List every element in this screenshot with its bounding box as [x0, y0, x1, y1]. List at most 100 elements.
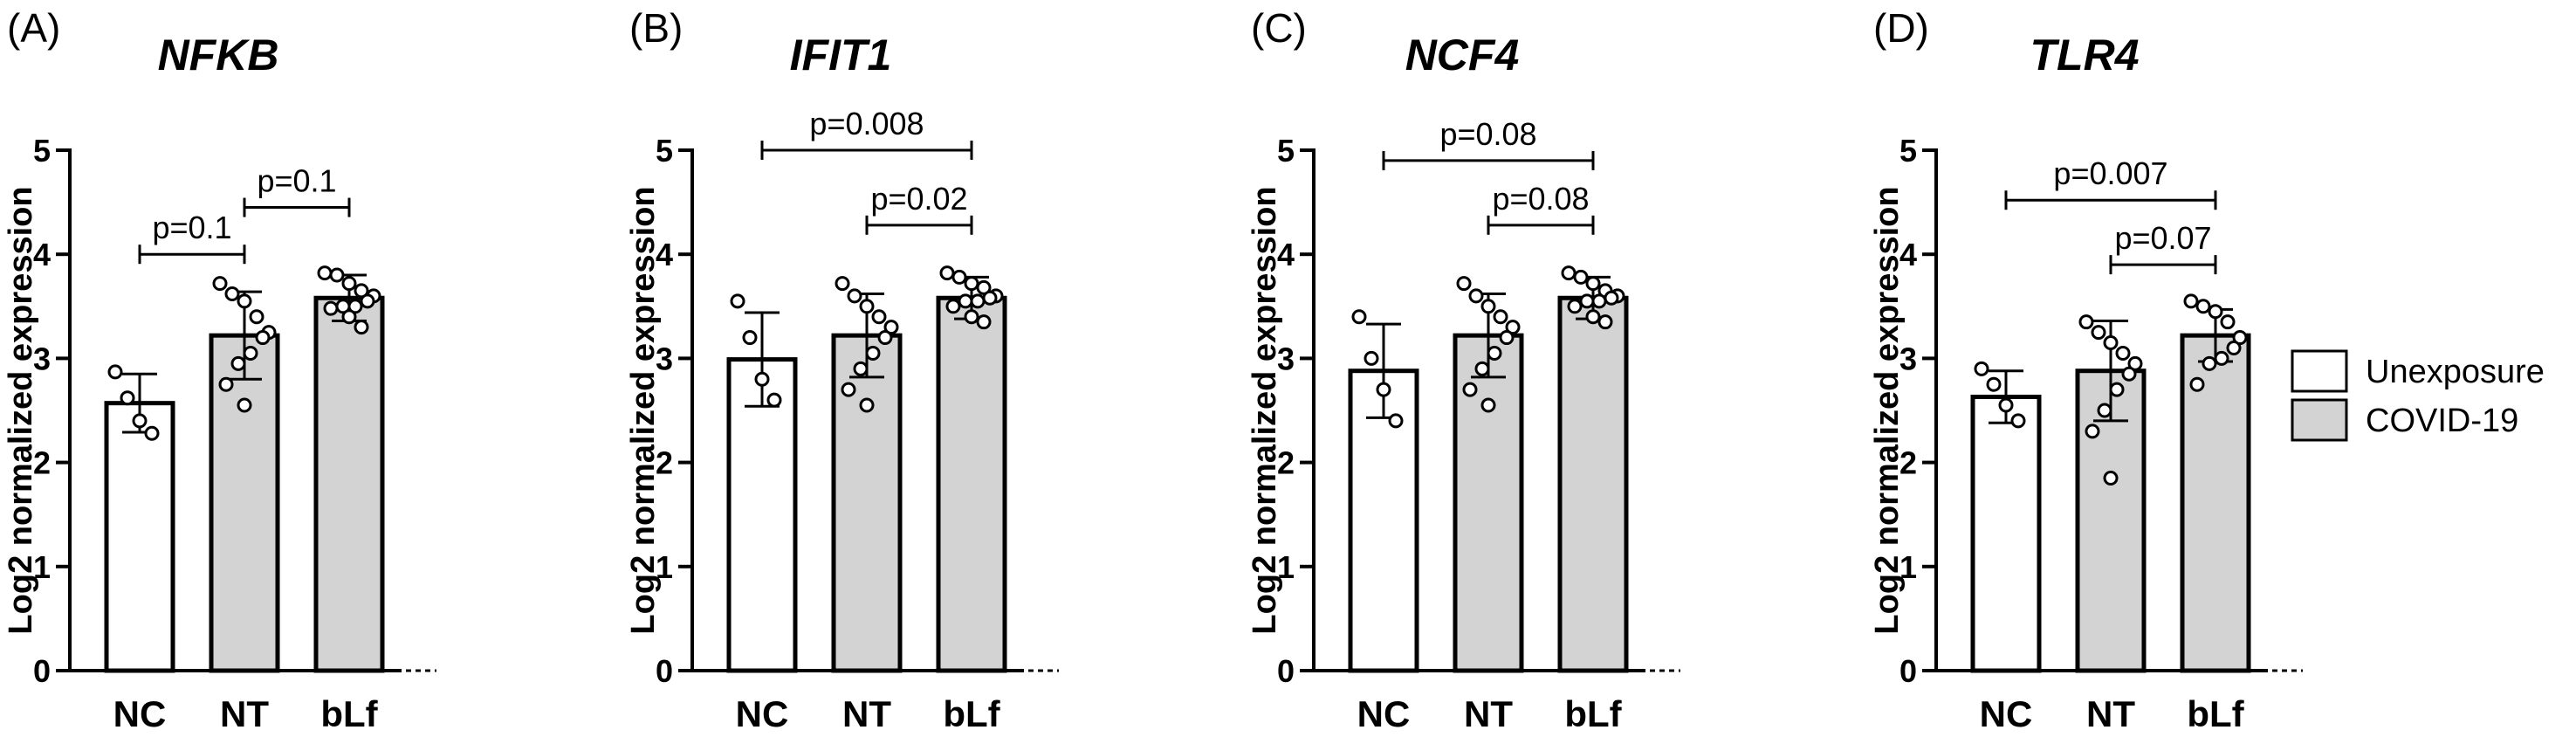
legend-label-unexposure: Unexposure	[2366, 354, 2545, 390]
data-point	[976, 279, 992, 295]
data-point	[1493, 309, 1508, 325]
data-point	[1505, 320, 1521, 335]
data-point	[1364, 350, 1379, 366]
data-point	[859, 397, 875, 413]
data-point	[2121, 366, 2137, 382]
p-value-label: p=0.07	[2114, 220, 2211, 256]
category-label: NT	[220, 693, 269, 734]
data-point	[2208, 304, 2223, 320]
data-point	[120, 390, 135, 406]
category-label: bLf	[320, 693, 378, 734]
data-point	[1480, 299, 1496, 314]
data-point	[951, 269, 967, 285]
y-tick-label: 5	[1277, 133, 1295, 169]
data-point	[1351, 309, 1367, 325]
y-tick-label: 3	[1277, 341, 1295, 376]
y-tick-label: 1	[1277, 549, 1295, 585]
data-point	[1561, 265, 1577, 281]
panel-title: TLR4	[2030, 31, 2140, 79]
bar-nc	[1970, 395, 2042, 673]
y-tick-label: 3	[1899, 341, 1917, 376]
panel-title: IFIT1	[790, 31, 892, 79]
category-label: NT	[2086, 693, 2135, 734]
panel-letter: (D)	[1873, 5, 1929, 51]
data-point	[877, 330, 893, 346]
y-axis-label: Log2 normalized expression	[3, 186, 39, 634]
data-point	[341, 309, 357, 325]
panel-title: NCF4	[1405, 31, 1520, 79]
p-value-label: p=0.08	[1492, 181, 1589, 217]
category-label: NC	[1980, 693, 2033, 734]
data-point	[859, 299, 875, 314]
data-point	[1487, 345, 1502, 361]
chart-panel: (B) IFIT1 Log2 normalized expression 0 1 2 3 4 5…	[625, 5, 1059, 734]
data-point	[237, 293, 252, 309]
p-value-label: p=0.02	[870, 181, 967, 217]
data-point	[754, 371, 770, 387]
data-point	[871, 309, 887, 325]
data-point	[1585, 276, 1601, 292]
data-point	[317, 265, 333, 281]
category-label: bLf	[1564, 693, 1622, 734]
data-point	[841, 382, 856, 397]
data-point	[341, 276, 357, 292]
y-axis-label: Log2 normalized expression	[1247, 186, 1283, 634]
bar-blf	[1557, 295, 1629, 673]
data-point	[218, 376, 234, 392]
data-point	[2183, 293, 2199, 309]
y-tick-label: 2	[33, 445, 51, 481]
bar-blf	[936, 295, 1007, 673]
data-point	[883, 320, 899, 335]
data-point	[2115, 345, 2131, 361]
chart-panel: (C) NCF4 Log2 normalized expression 0 1 2 3 4 5 N…	[1247, 5, 1680, 734]
y-tick-label: 0	[33, 653, 51, 689]
category-label: NT	[842, 693, 891, 734]
panel-letter: (A)	[7, 5, 60, 51]
category-label: bLf	[943, 693, 1000, 734]
data-point	[853, 361, 869, 376]
data-point	[2220, 314, 2236, 330]
data-point	[1573, 269, 1589, 285]
bar-nt	[209, 333, 280, 673]
data-point	[2202, 355, 2217, 371]
data-point	[976, 314, 992, 330]
data-point	[958, 293, 973, 309]
category-label: NT	[1464, 693, 1513, 734]
data-point	[354, 283, 369, 299]
bar-nc	[1348, 368, 1419, 673]
panel-title: NFKB	[158, 31, 279, 79]
data-point	[1604, 290, 1619, 306]
data-point	[2091, 325, 2106, 341]
p-value-label: p=0.08	[1439, 116, 1536, 152]
data-point	[865, 345, 881, 361]
legend-label-covid: COVID-19	[2366, 403, 2518, 439]
chart-panel: (A) NFKB Log2 normalized expression 0 1 2 3 4 5 N…	[3, 5, 436, 734]
data-point	[1591, 293, 1607, 309]
data-point	[1597, 314, 1613, 330]
data-point	[1998, 397, 2014, 413]
data-point	[323, 300, 339, 316]
data-point	[243, 345, 258, 361]
data-point	[2010, 413, 2026, 429]
y-axis-label: Log2 normalized expression	[1869, 186, 1906, 634]
category-label: NC	[113, 693, 167, 734]
data-point	[212, 276, 228, 292]
y-tick-label: 1	[33, 549, 51, 585]
category-label: bLf	[2187, 693, 2244, 734]
data-point	[1388, 413, 1404, 429]
data-point	[2085, 424, 2100, 439]
data-point	[2078, 314, 2094, 330]
y-tick-label: 5	[1899, 133, 1917, 169]
data-point	[249, 309, 264, 325]
bar-blf	[313, 295, 385, 673]
chart-panel: (D) TLR4 Log2 normalized expression 0 1 2 3 4 5 N…	[1869, 5, 2303, 734]
data-point	[945, 299, 961, 314]
category-label: NC	[1357, 693, 1411, 734]
panel-letter: (B)	[629, 5, 683, 51]
data-point	[2109, 382, 2125, 397]
y-tick-label: 2	[1899, 445, 1917, 481]
bar-blf	[2180, 333, 2251, 673]
data-point	[1986, 376, 2002, 392]
p-value-label: p=0.1	[257, 163, 336, 199]
